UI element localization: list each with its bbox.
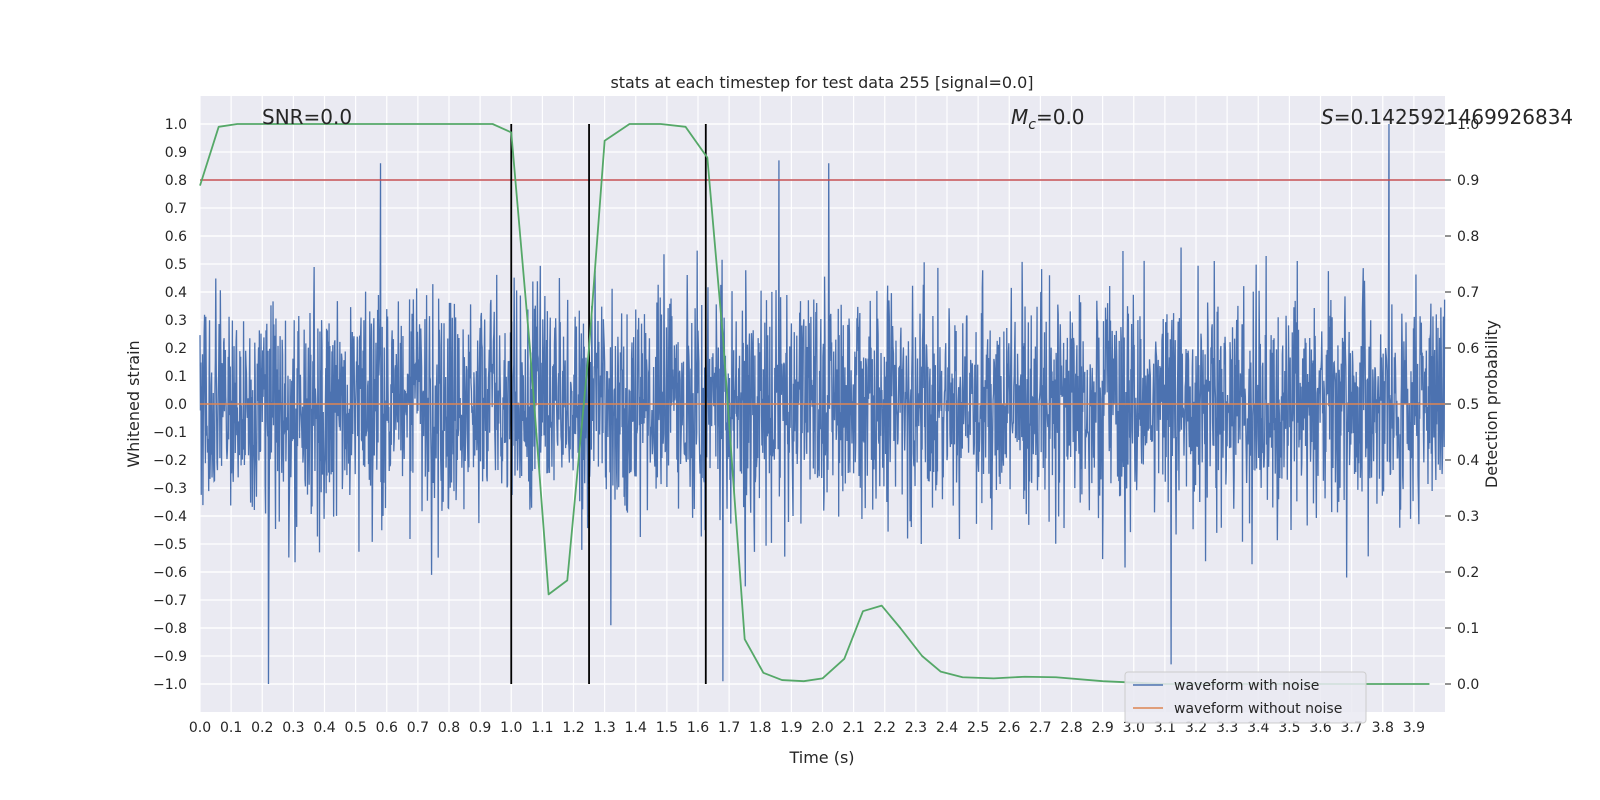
- y-tick-label: −0.6: [153, 565, 187, 581]
- x-tick-label: 2.3: [905, 720, 927, 736]
- x-tick-label: 1.4: [625, 720, 647, 736]
- event-markers: [510, 124, 707, 684]
- y-tick-label: 0.7: [165, 201, 187, 217]
- x-tick-label: 0.4: [313, 720, 335, 736]
- snr-annotation: SNR=0.0: [262, 105, 352, 129]
- y2-tick-label: 1.0: [1457, 117, 1479, 133]
- y2-tick-label: 0.4: [1457, 453, 1479, 469]
- x-tick-label: 0.5: [344, 720, 366, 736]
- x-tick-label: 2.5: [967, 720, 989, 736]
- x-tick-label: 1.6: [687, 720, 709, 736]
- x-tick-label: 3.5: [1278, 720, 1300, 736]
- x-tick-label: 3.7: [1340, 720, 1362, 736]
- x-tick-label: 2.8: [1060, 720, 1082, 736]
- x-tick-label: 1.7: [718, 720, 740, 736]
- x-axis-label: Time (s): [788, 748, 854, 767]
- x-tick-label: 0.9: [469, 720, 491, 736]
- chirp-mass-symbol: M: [1011, 105, 1028, 129]
- x-tick-label: 2.6: [998, 720, 1020, 736]
- y2-tick-label: 0.0: [1457, 677, 1479, 693]
- x-tick-label: 3.3: [1216, 720, 1238, 736]
- x-tick-label: 2.4: [936, 720, 958, 736]
- x-tick-label: 2.1: [842, 720, 864, 736]
- x-tick-label: 3.0: [1123, 720, 1145, 736]
- chirp-mass-value: =0.0: [1036, 105, 1085, 129]
- x-tick-label: 3.4: [1247, 720, 1269, 736]
- y-tick-label: 0.2: [165, 341, 187, 357]
- y-tick-label: 0.4: [165, 285, 187, 301]
- detection-probability-path: [199, 123, 1430, 685]
- x-tick-label: 2.0: [811, 720, 833, 736]
- x-tick-label: 3.6: [1309, 720, 1331, 736]
- y-tick-label: −1.0: [153, 677, 187, 693]
- x-tick-label: 3.2: [1185, 720, 1207, 736]
- x-tick-label: 1.0: [500, 720, 522, 736]
- y2-tick-label: 0.8: [1457, 229, 1479, 245]
- x-tick-label: 0.1: [220, 720, 242, 736]
- y-tick-label: −0.5: [153, 537, 187, 553]
- x-tick-label: 1.5: [656, 720, 678, 736]
- legend: waveform with noise waveform without noi…: [1124, 671, 1367, 724]
- y-tick-label: 0.3: [165, 313, 187, 329]
- s-annotation: S=0.1425921469926834: [1321, 105, 1573, 129]
- x-tick-label: 0.2: [251, 720, 273, 736]
- x-tick-label: 2.2: [874, 720, 896, 736]
- y2-tick-label: 0.7: [1457, 285, 1479, 301]
- chirp-mass-annotation: Mc=0.0: [1011, 105, 1085, 133]
- y2-axis-ticks: 1.0 0.9 0.8 0.7 0.6 0.5 0.4 0.3 0.2 0.1 0.0: [1445, 117, 1479, 693]
- x-tick-label: 1.8: [749, 720, 771, 736]
- detection-probability-line: [199, 123, 1430, 685]
- x-tick-label: 0.6: [376, 720, 398, 736]
- y-tick-label: −0.7: [153, 593, 187, 609]
- chart-title: stats at each timestep for test data 255…: [610, 73, 1033, 92]
- y2-axis-label: Detection probability: [1482, 320, 1501, 488]
- legend-box: [1124, 671, 1367, 724]
- x-tick-label: 0.3: [282, 720, 304, 736]
- x-tick-label: 0.7: [407, 720, 429, 736]
- y-tick-label: 0.6: [165, 229, 187, 245]
- x-tick-label: 1.9: [780, 720, 802, 736]
- y-tick-label: 1.0: [165, 117, 187, 133]
- x-tick-label: 1.3: [593, 720, 615, 736]
- x-tick-label: 0.8: [438, 720, 460, 736]
- y2-tick-label: 0.2: [1457, 565, 1479, 581]
- y2-tick-label: 0.9: [1457, 173, 1479, 189]
- y-tick-label: −0.4: [153, 509, 187, 525]
- y-tick-label: −0.2: [153, 453, 187, 469]
- x-tick-label: 2.7: [1029, 720, 1051, 736]
- y-tick-label: −0.1: [153, 425, 187, 441]
- y2-tick-label: 0.5: [1457, 397, 1479, 413]
- y-tick-label: −0.3: [153, 481, 187, 497]
- s-value: =0.1425921469926834: [1334, 105, 1573, 129]
- x-tick-label: 1.2: [562, 720, 584, 736]
- y-tick-label: −0.9: [153, 649, 187, 665]
- y-tick-label: 0.1: [165, 369, 187, 385]
- waveform-with-noise-path: [199, 123, 1446, 685]
- y-tick-label: 0.9: [165, 145, 187, 161]
- legend-label-noisy: waveform with noise: [1174, 678, 1319, 694]
- waveform-with-noise-line: [199, 123, 1446, 685]
- y-tick-label: 0.0: [165, 397, 187, 413]
- x-axis-ticks: 0.0 0.1 0.2 0.3 0.4 0.5 0.6 0.7 0.8 0.9 1.0 1.1 1.2 1…: [189, 720, 1425, 736]
- chirp-mass-subscript: c: [1028, 117, 1036, 133]
- x-tick-label: 3.8: [1372, 720, 1394, 736]
- x-tick-label: 0.0: [189, 720, 211, 736]
- y2-tick-label: 0.6: [1457, 341, 1479, 357]
- y-axis-label: Whitened strain: [124, 340, 143, 467]
- x-tick-label: 3.9: [1403, 720, 1425, 736]
- y2-tick-label: 0.1: [1457, 621, 1479, 637]
- legend-label-clean: waveform without noise: [1174, 701, 1342, 717]
- s-symbol: S: [1321, 105, 1334, 129]
- x-tick-label: 3.1: [1154, 720, 1176, 736]
- x-tick-label: 2.9: [1091, 720, 1113, 736]
- y-axis-ticks: 1.0 0.9 0.8 0.7 0.6 0.5 0.4 0.3 0.2 0.1 0.0 −0.1 −0.…: [153, 117, 187, 693]
- y-tick-label: 0.5: [165, 257, 187, 273]
- x-tick-label: 1.1: [531, 720, 553, 736]
- y2-tick-label: 0.3: [1457, 509, 1479, 525]
- y-tick-label: 0.8: [165, 173, 187, 189]
- y-tick-label: −0.8: [153, 621, 187, 637]
